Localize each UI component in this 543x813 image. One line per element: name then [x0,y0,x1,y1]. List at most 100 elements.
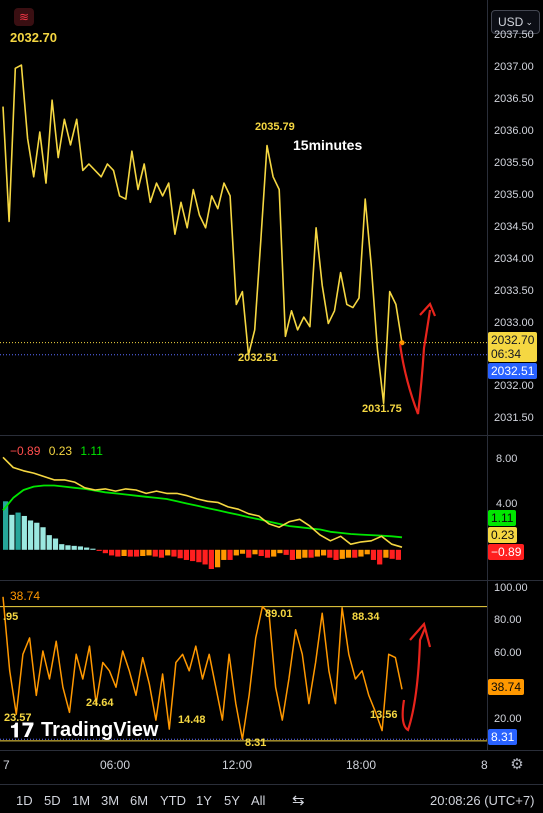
timeframe-button[interactable]: 5Y [224,793,240,808]
tradingview-wordmark: TradingView [41,719,159,741]
macd-tick-label: 4.00 [496,497,518,510]
macd-hist-bar [158,549,165,558]
countdown-value: 06:34 [491,347,522,361]
macd-hist-bar [339,549,345,559]
macd-hist-bar [345,549,352,558]
macd-hist-bar [165,549,171,556]
price-tick-label: 2031.50 [494,412,534,425]
rsi-tick-label: 100.00 [494,581,528,594]
macd-hist-bar [77,546,84,550]
macd-hist-bar [190,549,196,562]
timeframe-button[interactable]: 3M [101,793,120,808]
time-tick-label: 7 [3,758,10,772]
macd-hist-bar [246,549,252,558]
price-tick-label: 2033.50 [494,284,534,297]
rsi-point-label: 24.64 [86,697,114,709]
drawn-arrow [398,309,432,415]
macd-legend-signal: 0.23 [48,444,73,458]
timeframe-button[interactable]: All [251,793,266,808]
settings-icon[interactable]: ⚙ [510,756,524,773]
macd-hist-bar [127,549,133,557]
macd-hist-bar [3,501,9,550]
rsi-low-badge: 8.31 [488,729,518,745]
macd-hist-bar [327,549,333,558]
price-point-label: 2031.75 [362,403,402,415]
price-tick-label: 2036.50 [494,93,534,106]
macd-hist-bar [233,549,239,556]
clock[interactable]: 20:08:26 (UTC+7) [430,793,535,808]
timeframe-button[interactable]: 1D [16,793,33,808]
rsi-tick-label: 20.00 [494,713,522,726]
time-tick-label: 18:00 [346,758,377,772]
macd-hist-bar [40,527,46,550]
time-tick-label: 12:00 [222,758,253,772]
price-tick-label: 2037.50 [494,29,534,42]
time-axis-top [0,750,543,751]
price-tick-label: 2034.00 [494,252,534,265]
macd-legend-macd: 1.11 [80,444,103,458]
macd-series-group [2,456,403,569]
timeframe-button[interactable]: YTD [160,793,186,808]
macd-hist-bar [214,549,221,568]
rsi-badge: 38.74 [488,679,525,695]
macd-hist-bar [383,549,389,558]
macd-hist-bar [264,549,271,558]
signal-badge: 0.23 [488,527,518,543]
low-line-badge: 2032.51 [488,363,538,379]
macd-hist-bar [96,549,102,551]
price-scale-separator [487,0,488,750]
rsi-point-label: 13.56 [370,709,398,721]
macd-hist-bar [133,549,140,557]
timeframe-annotation: 15minutes [293,137,363,153]
macd-hist-bar [183,549,190,560]
macd-badge: 1.11 [488,510,517,526]
rsi-legend-value: 38.74 [10,589,41,603]
macd-legend-hist: −0.89 [10,444,41,458]
price-point-label: 2035.79 [255,121,295,133]
chart-logo-icon: ≋ [14,8,34,26]
price-tick-label: 2034.50 [494,220,534,233]
macd-hist-bar [84,547,90,550]
macd-hist-bar [71,545,77,550]
chevron-down-icon: ⌄ [525,16,533,27]
pane-divider-2[interactable] [0,580,543,581]
last-price-header: 2032.70 [10,30,57,45]
macd-hist-bar [227,549,233,560]
rsi-drawn-arrow-head [409,621,432,648]
price-badge: 2032.70 06:34 [488,332,538,362]
timeframe-button[interactable]: 5D [44,793,61,808]
macd-hist-bar [9,514,15,550]
currency-select[interactable]: USD ⌄ [491,10,540,34]
macd-hist-bar [208,549,214,569]
timeframe-button[interactable]: 6M [130,793,149,808]
macd-hist-bar [271,549,277,557]
price-series-group [0,64,487,415]
macd-hist-bar [177,549,183,559]
macd-hist-bar [258,549,264,557]
price-tick-label: 2032.00 [494,380,534,393]
price-badge-value: 2032.70 [491,333,535,347]
timeframe-button[interactable]: 1Y [196,793,212,808]
chart-canvas[interactable]: 2035.79 2032.51 2031.75 .95 89.01 88.34 23.57 2… [0,0,543,784]
pane-divider-1[interactable] [0,435,543,436]
timeframe-button[interactable]: 1M [72,793,91,808]
tradingview-logo-icon: 𝟏𝟳 [10,720,36,742]
date-range-icon[interactable]: ⇆ [292,792,305,809]
time-tick-label: 06:00 [100,758,131,772]
macd-hist-bar [296,549,302,559]
rsi-tick-label: 60.00 [494,647,522,660]
rsi-line [2,596,403,741]
macd-hist-bar [283,549,289,555]
bottom-toolbar: 1D 5D 1M 3M 6M YTD 1Y 5Y All ⇆ 20:08:26 (UTC+7) [0,784,543,813]
macd-hist-bar [15,512,21,550]
macd-hist-bar [352,549,358,558]
macd-hist-bar [320,549,327,556]
macd-hist-bar [277,549,283,554]
macd-hist-bar [59,544,65,550]
tradingview-watermark: 𝟏𝟳 TradingView [10,718,159,743]
macd-hist-bar [34,522,40,550]
point-labels-group: 2035.79 2032.51 2031.75 .95 89.01 88.34 23.57 2… [3,121,402,749]
macd-hist-bar [65,545,71,550]
rsi-drawn-arrow [401,627,427,732]
macd-hist-bar [102,549,108,554]
